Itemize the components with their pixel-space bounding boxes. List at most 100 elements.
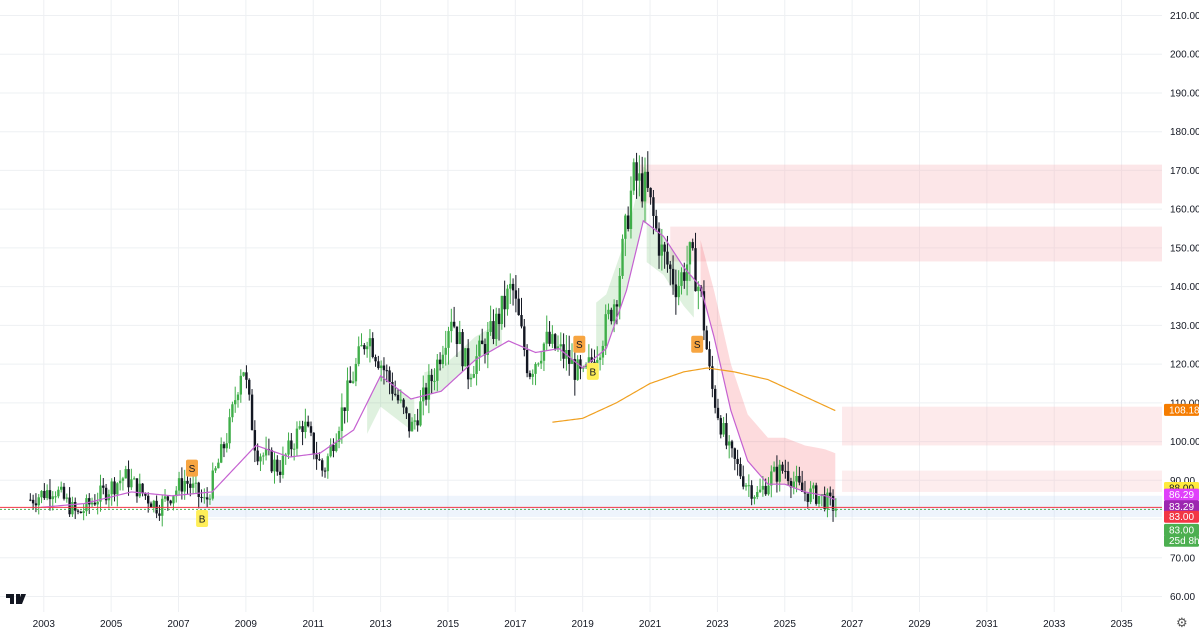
candle-body — [135, 478, 139, 497]
candle-body — [713, 388, 717, 408]
price-tag-label: 83.00 — [1169, 512, 1194, 523]
candle-body — [79, 511, 83, 514]
candle-body — [528, 373, 532, 377]
ma-purple-line — [40, 219, 836, 509]
candle-body — [385, 370, 388, 372]
candle-body — [332, 444, 335, 452]
candle-body — [278, 471, 282, 475]
candle-body — [626, 215, 630, 229]
candle-body — [45, 490, 49, 499]
zone — [842, 470, 1162, 492]
candle-body — [253, 430, 257, 451]
y-tick-label: 60.00 — [1170, 592, 1195, 603]
candle-body — [570, 359, 574, 364]
candle-body — [747, 485, 751, 487]
candle-body — [615, 304, 619, 307]
candle-body — [239, 375, 243, 395]
candle-body — [758, 489, 762, 493]
candle-body — [539, 360, 543, 364]
candle-body — [248, 379, 251, 395]
candle-body — [562, 344, 565, 359]
ma-orange-line — [552, 367, 836, 423]
candle-body — [727, 441, 731, 446]
candle-body — [363, 345, 366, 350]
candle-body — [118, 480, 122, 484]
signal-sell-label: S — [694, 340, 701, 351]
candle-body — [191, 483, 195, 488]
candle-body — [688, 242, 692, 265]
candle-body — [545, 331, 548, 344]
candle-body — [396, 394, 400, 401]
candle-body — [371, 338, 374, 358]
x-tick-label: 2009 — [235, 619, 258, 630]
x-tick-label: 2035 — [1110, 619, 1133, 630]
candle-body — [90, 502, 94, 505]
price-tag — [1164, 500, 1199, 513]
candle-body — [798, 475, 801, 483]
candle-body — [486, 331, 490, 355]
candle-body — [525, 350, 529, 374]
candle-body — [110, 481, 113, 495]
signal-buy-label: B — [589, 367, 596, 378]
candle-body — [685, 264, 689, 281]
candle-body — [399, 399, 403, 401]
x-tick-label: 2031 — [976, 619, 999, 630]
candle-body — [158, 513, 161, 516]
candle-body — [34, 503, 38, 506]
x-tick-label: 2021 — [639, 619, 662, 630]
candle-body — [671, 268, 675, 285]
y-tick-label: 100.00 — [1170, 437, 1199, 448]
candle-body — [306, 421, 310, 427]
candle-body — [194, 482, 198, 484]
candle-body — [427, 374, 431, 400]
moving-averages — [40, 219, 836, 509]
candle-body — [343, 407, 346, 411]
candle-body — [514, 290, 518, 299]
candle-body — [551, 334, 554, 344]
signal-sell-marker — [691, 335, 704, 353]
candle-body — [520, 315, 523, 327]
candle-body — [169, 500, 172, 504]
y-tick-label: 210.00 — [1170, 11, 1199, 22]
candle-body — [298, 426, 301, 429]
candle-body — [464, 348, 467, 367]
candle-body — [121, 478, 125, 481]
candle-body — [511, 283, 515, 291]
candle-body — [346, 380, 349, 411]
x-tick-label: 2023 — [706, 619, 729, 630]
candle-body — [211, 470, 214, 499]
candle-body — [365, 346, 369, 350]
candle-body — [610, 309, 613, 322]
candle-body — [436, 359, 439, 381]
gear-icon[interactable]: ⚙ — [1176, 616, 1188, 631]
candle-body — [655, 215, 658, 229]
candle-body — [287, 440, 290, 455]
candle-body — [466, 348, 470, 380]
candle-body — [68, 497, 71, 515]
price-tag — [1164, 403, 1199, 416]
zones — [198, 164, 1162, 518]
candle-body — [180, 478, 184, 492]
candle-body — [31, 499, 35, 504]
candle-body — [149, 503, 153, 508]
candle-body — [71, 501, 74, 515]
candle-body — [674, 284, 678, 298]
candle-body — [354, 363, 358, 382]
candle-body — [276, 459, 279, 472]
candle-body — [329, 444, 332, 457]
candle-body — [59, 486, 63, 490]
candle-body — [219, 444, 223, 463]
candle-body — [537, 363, 540, 365]
y-tick-label: 110.00 — [1170, 398, 1199, 409]
candle-body — [74, 501, 77, 511]
candle-body — [203, 497, 206, 499]
candle-body — [683, 272, 686, 281]
candle-body — [638, 173, 641, 181]
candle-body — [301, 426, 304, 433]
candle-body — [803, 491, 807, 494]
x-tick-label: 2011 — [302, 619, 324, 630]
candle-body — [130, 479, 133, 488]
candle-body — [234, 400, 237, 405]
